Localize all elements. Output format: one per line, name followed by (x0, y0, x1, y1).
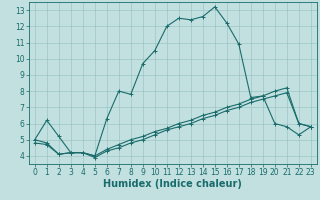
X-axis label: Humidex (Indice chaleur): Humidex (Indice chaleur) (103, 179, 242, 189)
